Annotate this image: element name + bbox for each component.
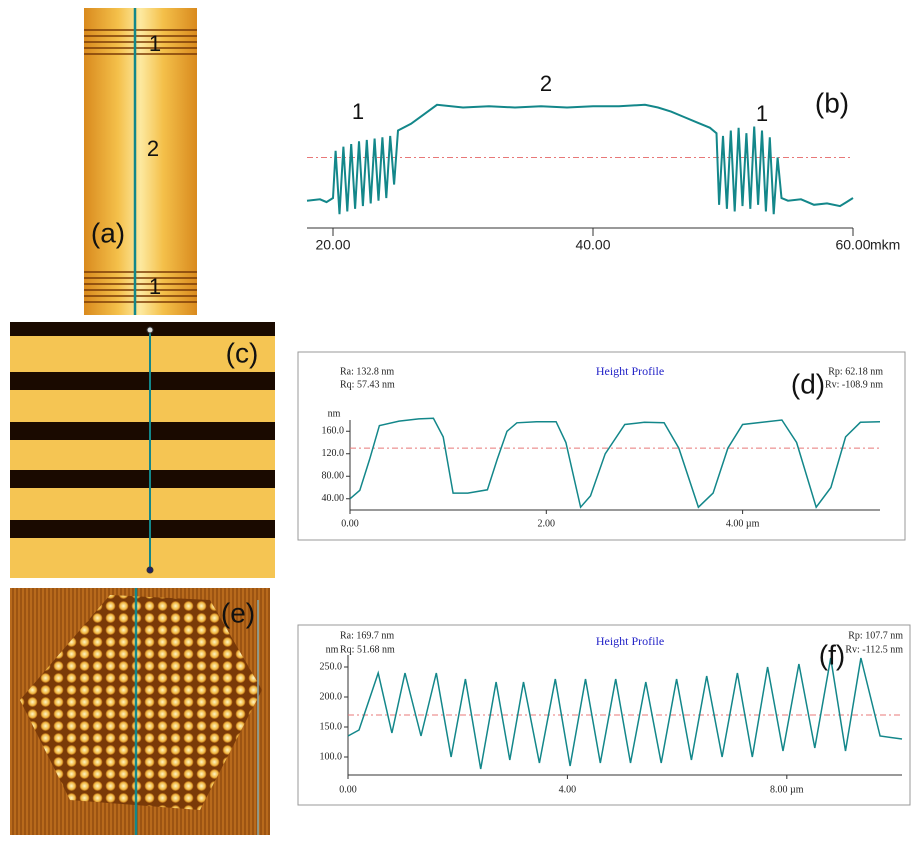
- y-tick-label: 40.00: [322, 493, 345, 504]
- roughness-stat: Rq: 57.43 nm: [340, 379, 395, 390]
- roughness-stat: Rv: -108.9 nm: [825, 379, 883, 390]
- y-tick-label: 80.00: [322, 471, 345, 482]
- roughness-stat: Ra: 169.7 nm: [340, 630, 394, 641]
- annotation: 1: [149, 31, 161, 56]
- y-tick-label: 160.0: [322, 426, 345, 437]
- image-e: (e): [10, 588, 270, 835]
- panel-label: (e): [221, 597, 255, 628]
- x-axis-label: mkm: [870, 237, 900, 253]
- y-tick-label: 250.0: [320, 661, 343, 672]
- panel-label: (f): [819, 639, 845, 670]
- panel-label: (a): [91, 217, 125, 248]
- y-tick-label: 100.0: [320, 751, 343, 762]
- panel-label: (b): [815, 87, 849, 118]
- roughness-stat: Rp: 107.7 nm: [848, 630, 903, 641]
- y-axis-label: nm: [328, 408, 341, 419]
- x-tick-label: 4.00 µm: [726, 518, 760, 529]
- annotation: 1: [149, 274, 161, 299]
- chart-title: Height Profile: [596, 634, 664, 648]
- chart-title: Height Profile: [596, 364, 664, 378]
- x-tick-label: 4.00: [559, 784, 577, 795]
- y-tick-label: 200.0: [320, 691, 343, 702]
- figure: 1 2 (a) 1 (c) (e) 20.0040.0060.00(b)mkm1…: [0, 0, 914, 841]
- roughness-stat: Rv: -112.5 nm: [845, 644, 903, 655]
- profile-line: [348, 658, 902, 769]
- y-tick-label: 120.0: [322, 448, 345, 459]
- annotation: 1: [756, 101, 768, 126]
- x-tick-label: 0.00: [339, 784, 357, 795]
- roughness-stat: Ra: 132.8 nm: [340, 366, 394, 377]
- x-tick-label: 0.00: [341, 518, 359, 529]
- image-a: 1 2 (a) 1: [84, 8, 197, 315]
- x-tick-label: 40.00: [575, 237, 610, 253]
- profile-line: [307, 105, 853, 214]
- image-c: (c): [10, 322, 275, 578]
- roughness-stat: Rp: 62.18 nm: [828, 366, 883, 377]
- x-tick-label: 60.00: [835, 237, 870, 253]
- y-axis-label: nm: [326, 644, 339, 655]
- roughness-stat: Rq: 51.68 nm: [340, 644, 395, 655]
- x-tick-label: 20.00: [315, 237, 350, 253]
- x-tick-label: 8.00 µm: [770, 784, 804, 795]
- annotation: 1: [352, 99, 364, 124]
- annotation: 2: [147, 136, 159, 161]
- y-tick-label: 150.0: [320, 721, 343, 732]
- profile-line: [350, 418, 880, 507]
- panel-label: (c): [226, 337, 259, 368]
- x-tick-label: 2.00: [538, 518, 556, 529]
- annotation: 2: [540, 71, 552, 96]
- panel-label: (d): [791, 368, 825, 399]
